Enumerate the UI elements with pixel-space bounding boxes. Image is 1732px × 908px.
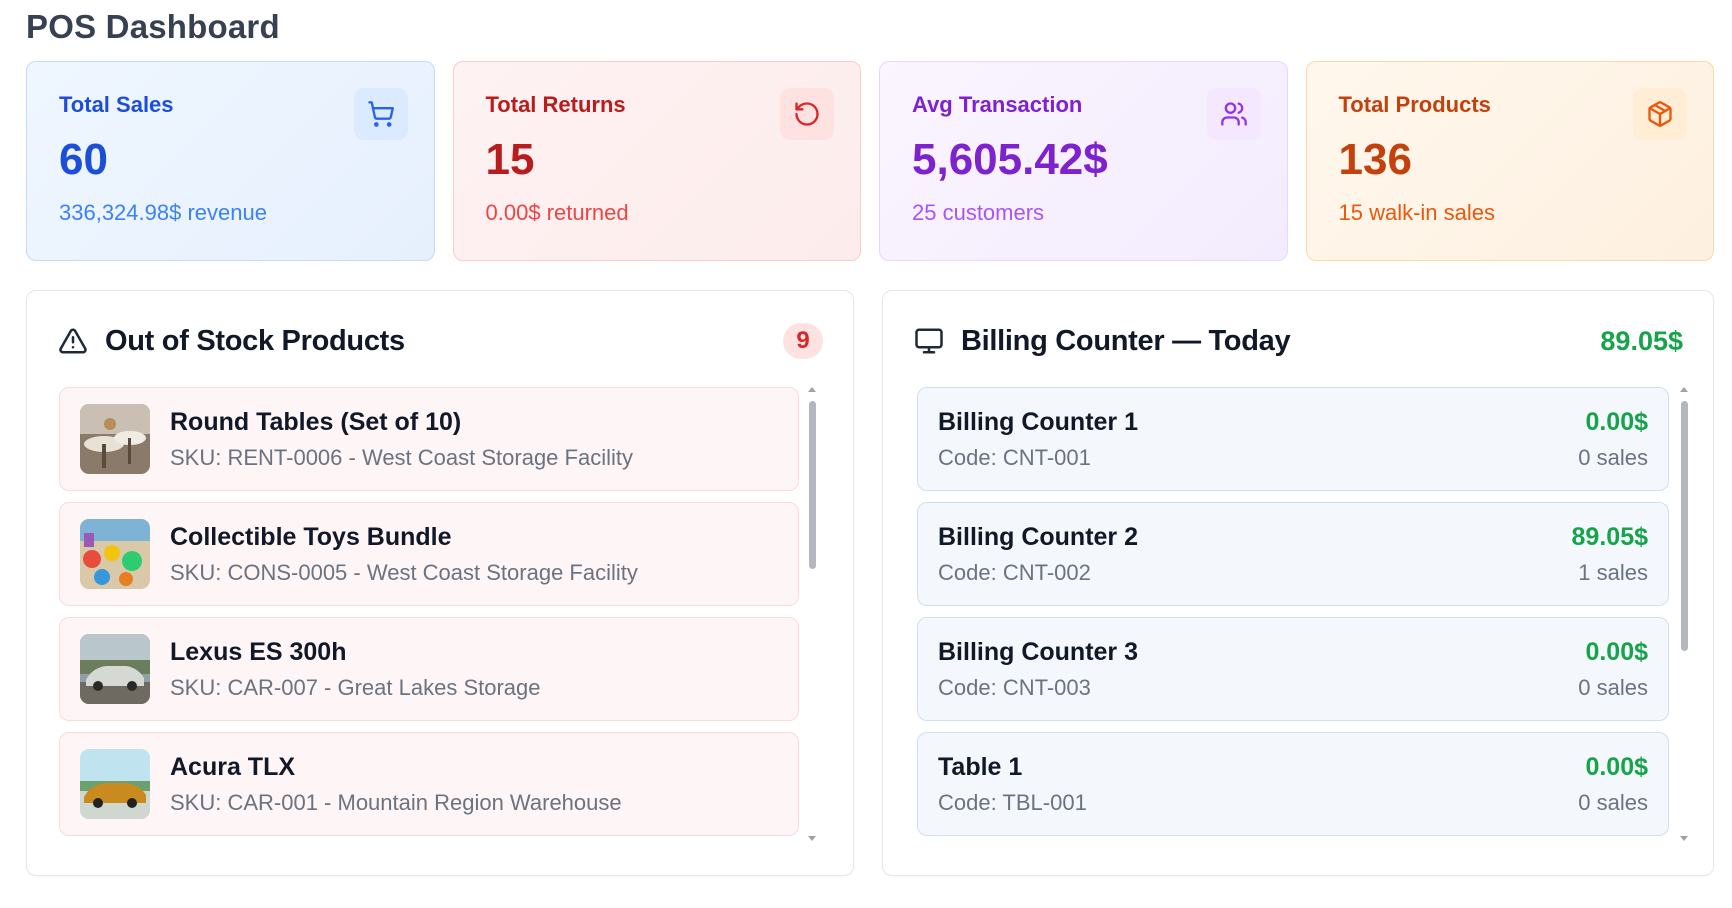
- counter-sales: 1 sales: [1578, 559, 1648, 585]
- lexus-car-thumbnail: [80, 634, 150, 704]
- rotate-ccw-icon: [780, 88, 834, 140]
- out-of-stock-list[interactable]: Round Tables (Set of 10) SKU: RENT-0006 …: [59, 387, 827, 841]
- product-name: Round Tables (Set of 10): [170, 407, 462, 436]
- product-meta: SKU: RENT-0006 - West Coast Storage Faci…: [170, 444, 633, 470]
- avg-transaction-card[interactable]: Avg Transaction 5,605.42$ 25 customers: [879, 61, 1288, 261]
- list-item[interactable]: Billing Counter 2 Code: CNT-002 89.05$ 1…: [917, 502, 1669, 606]
- list-item[interactable]: Table 1 Code: TBL-001 0.00$ 0 sales: [917, 732, 1669, 836]
- list-item[interactable]: Billing Counter 3 Code: CNT-003 0.00$ 0 …: [917, 617, 1669, 721]
- billing-total-amount: 89.05$: [1600, 325, 1683, 356]
- acura-car-thumbnail: [80, 749, 150, 819]
- stat-label: Total Products: [1338, 92, 1491, 117]
- list-item[interactable]: Round Tables (Set of 10) SKU: RENT-0006 …: [59, 387, 799, 491]
- billing-counter-header: Billing Counter — Today 89.05$: [913, 321, 1683, 361]
- stat-label: Total Returns: [485, 92, 626, 117]
- page-title: POS Dashboard: [26, 8, 280, 45]
- product-name: Lexus ES 300h: [170, 637, 347, 666]
- counter-amount: 89.05$: [1571, 522, 1648, 551]
- stat-value: 5,605.42$: [912, 135, 1108, 184]
- total-returns-card[interactable]: Total Returns 15 0.00$ returned: [452, 61, 861, 261]
- counter-code: Code: CNT-002: [938, 559, 1091, 585]
- monitor-icon: [913, 325, 945, 357]
- stats-row: Total Sales 60 336,324.98$ revenue Total…: [26, 61, 1714, 261]
- stat-subtext: 15 walk-in sales: [1338, 200, 1496, 225]
- billing-counter-scrollbar[interactable]: [1679, 387, 1689, 841]
- alert-triangle-icon: [57, 325, 89, 357]
- billing-counter-list[interactable]: Billing Counter 1 Code: CNT-001 0.00$ 0 …: [917, 387, 1685, 841]
- stat-subtext: 336,324.98$ revenue: [59, 200, 267, 225]
- counter-name: Billing Counter 2: [938, 522, 1138, 551]
- total-products-card[interactable]: Total Products 136 15 walk-in sales: [1305, 61, 1714, 261]
- scroll-down-icon[interactable]: [808, 836, 816, 841]
- stat-value: 15: [485, 135, 535, 184]
- product-meta: SKU: CAR-001 - Mountain Region Warehouse: [170, 789, 622, 815]
- counter-sales: 0 sales: [1578, 674, 1648, 700]
- scroll-down-icon[interactable]: [1680, 836, 1688, 841]
- list-item[interactable]: Acura TLX SKU: CAR-001 - Mountain Region…: [59, 732, 799, 836]
- users-icon: [1206, 88, 1261, 140]
- counter-amount: 0.00$: [1585, 752, 1648, 781]
- scroll-up-icon[interactable]: [808, 387, 816, 392]
- counter-name: Table 1: [938, 752, 1023, 781]
- shopping-cart-icon: [353, 88, 408, 140]
- counter-sales: 0 sales: [1578, 789, 1648, 815]
- out-of-stock-header: Out of Stock Products 9: [57, 321, 823, 361]
- package-icon: [1633, 88, 1687, 140]
- billing-counter-panel: Billing Counter — Today 89.05$ Billing C…: [882, 290, 1714, 876]
- total-sales-card[interactable]: Total Sales 60 336,324.98$ revenue: [26, 61, 435, 261]
- counter-sales: 0 sales: [1578, 444, 1648, 470]
- counter-name: Billing Counter 3: [938, 637, 1138, 666]
- round-tables-thumbnail: [80, 404, 150, 474]
- list-item[interactable]: Collectible Toys Bundle SKU: CONS-0005 -…: [59, 502, 799, 606]
- scrollbar-thumb[interactable]: [809, 401, 816, 569]
- out-of-stock-count-badge: 9: [783, 323, 823, 359]
- stat-label: Total Sales: [59, 92, 174, 117]
- counter-code: Code: TBL-001: [938, 789, 1087, 815]
- counter-code: Code: CNT-001: [938, 444, 1091, 470]
- counter-amount: 0.00$: [1585, 637, 1648, 666]
- scrollbar-thumb[interactable]: [1681, 401, 1688, 651]
- list-item[interactable]: Lexus ES 300h SKU: CAR-007 - Great Lakes…: [59, 617, 799, 721]
- product-name: Acura TLX: [170, 752, 296, 781]
- billing-counter-title: Billing Counter — Today: [961, 324, 1291, 357]
- counter-amount: 0.00$: [1585, 407, 1648, 436]
- toys-bundle-thumbnail: [80, 519, 150, 589]
- out-of-stock-title: Out of Stock Products: [105, 324, 405, 357]
- stat-subtext: 25 customers: [912, 200, 1045, 225]
- product-meta: SKU: CAR-007 - Great Lakes Storage: [170, 674, 541, 700]
- list-item[interactable]: Billing Counter 1 Code: CNT-001 0.00$ 0 …: [917, 387, 1669, 491]
- stat-value: 136: [1338, 135, 1412, 184]
- scroll-up-icon[interactable]: [1680, 387, 1688, 392]
- counter-code: Code: CNT-003: [938, 674, 1091, 700]
- out-of-stock-panel: Out of Stock Products 9 Round Tables (Se…: [26, 290, 854, 876]
- product-meta: SKU: CONS-0005 - West Coast Storage Faci…: [170, 559, 638, 585]
- stat-subtext: 0.00$ returned: [485, 200, 629, 225]
- stat-label: Avg Transaction: [912, 92, 1083, 117]
- out-of-stock-scrollbar[interactable]: [807, 387, 817, 841]
- counter-name: Billing Counter 1: [938, 407, 1138, 436]
- stat-value: 60: [59, 135, 108, 184]
- product-name: Collectible Toys Bundle: [170, 522, 452, 551]
